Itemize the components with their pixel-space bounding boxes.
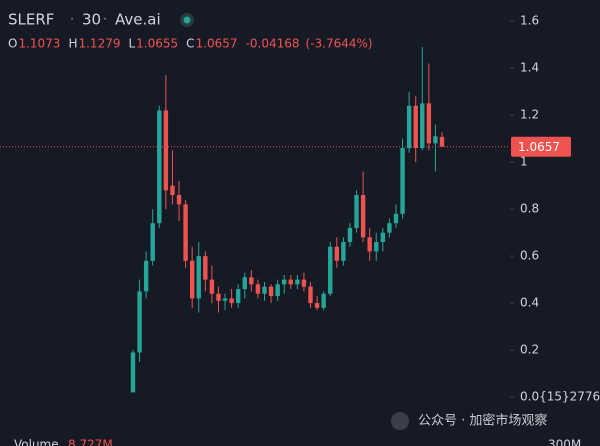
watermark: 公众号 · 加密市场观察 — [391, 412, 547, 430]
y-tick-label: 0.6 — [520, 249, 539, 263]
y-tick-label: 0.8 — [520, 202, 539, 216]
separator: · — [103, 13, 107, 28]
candle-body — [249, 277, 254, 285]
candle-body — [150, 223, 155, 261]
candle-body — [282, 279, 287, 285]
price-axis: 0.0{15}2776 0.2 0.4 0.6 0.8 1 1.2 1.4 1.6 — [510, 14, 600, 404]
y-tick-label: 0.2 — [520, 343, 539, 357]
separator: · — [70, 13, 74, 28]
candle-body — [242, 277, 247, 290]
candle-body — [426, 103, 432, 144]
y-tick-label: 1 — [520, 155, 528, 169]
candle-body — [314, 303, 320, 308]
watermark-icon — [391, 412, 409, 430]
candle-body — [143, 260, 149, 292]
y-tick-label: 1.4 — [520, 61, 539, 75]
candle-body — [387, 223, 392, 233]
candle-body — [176, 195, 182, 205]
candle-body — [203, 256, 208, 280]
candle-body — [420, 103, 425, 149]
y-tick-label: 1.6 — [520, 14, 539, 28]
candle-body — [328, 246, 333, 294]
candle-body — [393, 213, 399, 224]
ohlc-value: 1.0657 — [196, 37, 238, 51]
candle-body — [433, 136, 438, 144]
candle-body — [367, 237, 372, 252]
candle-body — [196, 256, 201, 299]
candle-body — [163, 110, 169, 191]
y-tick-label: 0.4 — [520, 296, 539, 310]
ohlc-key: C — [186, 37, 194, 51]
ohlc-key: O — [8, 37, 17, 51]
candle-body — [288, 279, 293, 285]
ohlc-value: 1.1073 — [18, 37, 60, 51]
last-price-label: 1.0657 — [518, 140, 560, 154]
candle-body — [295, 279, 300, 285]
candle-body — [341, 242, 346, 261]
ohlc-key: L — [128, 37, 135, 51]
y-tick-label: 1.2 — [520, 108, 539, 122]
candle-body — [137, 291, 142, 353]
volume-axis-label: 300M — [548, 438, 581, 446]
candle-body — [334, 246, 340, 261]
source: Ave.ai — [115, 11, 161, 29]
candle-body — [183, 204, 188, 261]
candle-body — [255, 284, 261, 294]
candle-body — [413, 105, 418, 149]
change: -0.04168 — [246, 37, 300, 51]
candle-body — [439, 136, 445, 147]
candle-body — [262, 286, 267, 294]
symbol: SLERF — [8, 11, 54, 29]
candle-body — [216, 293, 221, 301]
candle-body — [301, 279, 307, 287]
watermark-text: 公众号 · 加密市场观察 — [418, 413, 547, 429]
candle-body — [347, 227, 353, 243]
ohlc-value: 1.1279 — [78, 37, 120, 51]
candle-body — [157, 110, 162, 224]
y-tick-label: 0.0{15}2776 — [520, 390, 600, 404]
candle-body — [400, 148, 405, 214]
candle-body — [222, 298, 228, 301]
candle-body — [189, 260, 195, 299]
interval: 30 — [82, 11, 101, 29]
candle-body — [406, 105, 412, 149]
status-dot — [183, 16, 191, 24]
candle-body — [268, 286, 274, 297]
candle-body — [275, 284, 280, 297]
ohlc-value: 1.0655 — [136, 37, 178, 51]
candle-body — [235, 289, 241, 304]
candle-body — [374, 242, 379, 252]
candle-body — [170, 185, 175, 196]
candle-body — [354, 195, 359, 228]
candle-body — [308, 286, 313, 304]
ohlc-key: H — [68, 37, 77, 51]
candle-body — [209, 279, 215, 294]
candle-body — [130, 352, 136, 393]
volume-value: 8.727M — [68, 438, 113, 446]
header: SLERF · 30 · Ave.ai O 1.1073 H 1.1279 L 1.065… — [8, 11, 373, 51]
candle-body — [321, 293, 326, 308]
last-price-box — [511, 136, 571, 157]
candle-body — [360, 195, 366, 238]
volume-label: Volume — [14, 438, 59, 446]
candles — [130, 46, 445, 393]
change-pct: (-3.7644%) — [306, 37, 373, 51]
candle-body — [229, 298, 234, 304]
candle-body — [380, 232, 386, 243]
